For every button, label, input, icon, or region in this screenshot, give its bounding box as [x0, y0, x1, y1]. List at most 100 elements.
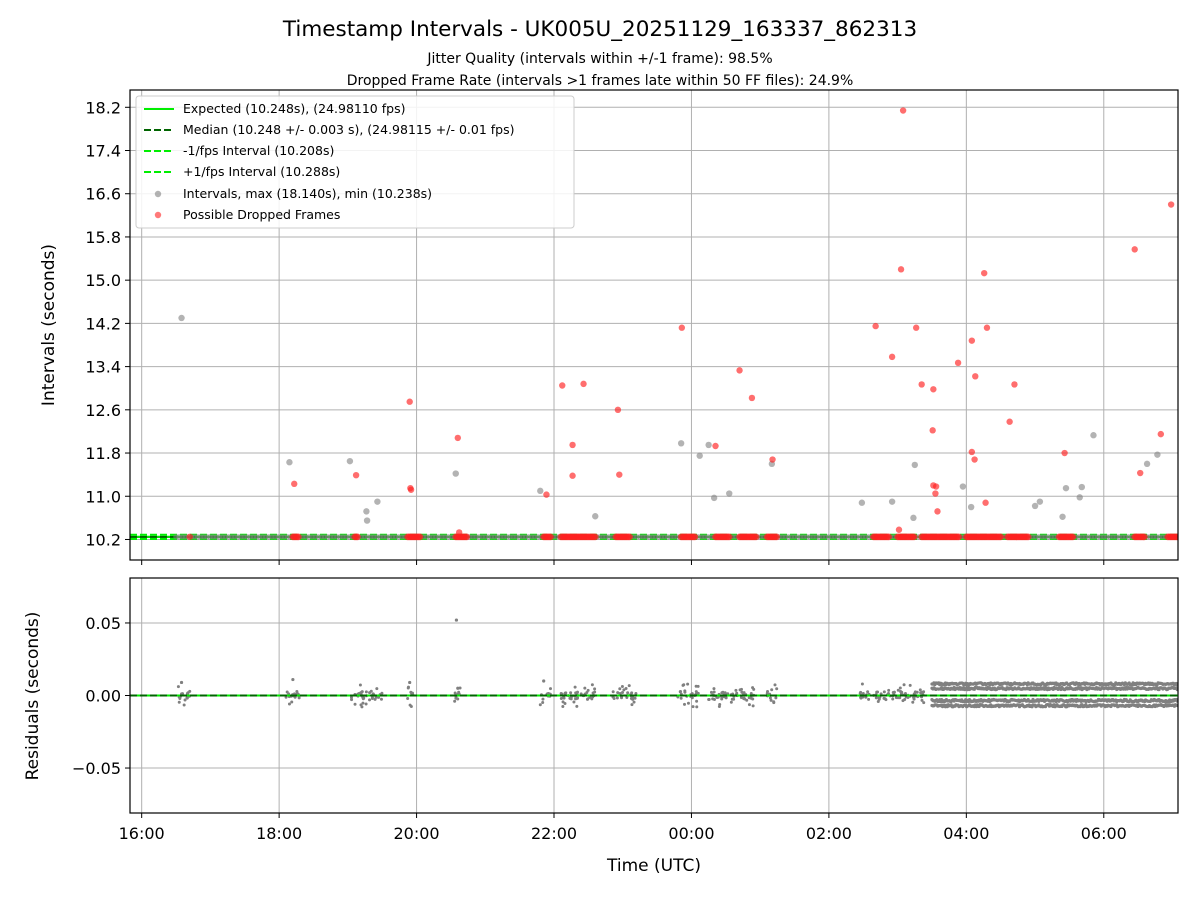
residual-point — [297, 696, 301, 700]
dropped-frame-point — [930, 386, 937, 393]
residual-point — [615, 696, 619, 700]
dropped-frame-point — [736, 367, 743, 374]
residual-point — [891, 697, 895, 701]
legend-marker-dropped — [154, 211, 162, 219]
residual-point — [770, 688, 774, 692]
residual-point — [922, 701, 926, 705]
chart-subtitle-jitter: Jitter Quality (intervals within +/-1 fr… — [426, 51, 772, 67]
dropped-frame-point — [1006, 418, 1013, 425]
chart-subtitle-dropped: Dropped Frame Rate (intervals >1 frames … — [347, 73, 854, 89]
dropped-frame-point — [934, 508, 941, 515]
residual-point — [694, 684, 698, 688]
interval-point — [967, 503, 975, 511]
y-tick-label: 13.4 — [85, 358, 121, 377]
residual-point — [361, 701, 365, 705]
x-axis-label: Time (UTC) — [606, 856, 701, 876]
residual-point — [732, 697, 736, 701]
residual-point — [562, 696, 566, 700]
residual-point — [721, 690, 725, 694]
bottom-x-ticks: 16:00 18:00 20:00 22:00 00:00 02:00 04:00 06:00 — [119, 813, 1127, 843]
dropped-frame-point — [968, 337, 976, 344]
dropped-frame-point — [910, 533, 918, 541]
interval-point — [726, 490, 733, 497]
residual-point — [632, 700, 636, 704]
dropped-frame-point — [954, 359, 962, 367]
residual-point — [774, 696, 778, 700]
y-tick-label: 15.8 — [85, 228, 121, 247]
residual-point — [588, 695, 592, 699]
residual-point — [876, 690, 880, 694]
residual-point — [891, 691, 895, 695]
interval-point — [1062, 484, 1070, 492]
residual-point — [899, 690, 903, 694]
residual-point — [739, 696, 743, 700]
residual-point — [712, 690, 716, 694]
residual-point — [882, 690, 886, 694]
residual-point — [908, 683, 912, 687]
residual-point — [411, 691, 415, 695]
dropped-frame-point — [918, 381, 925, 388]
y-tick-label: 15.0 — [85, 271, 121, 290]
legend-dropped: Possible Dropped Frames — [183, 207, 340, 222]
interval-point — [1076, 494, 1083, 501]
residual-point — [775, 687, 779, 691]
residual-point — [883, 697, 887, 701]
y-tick-label: 10.2 — [85, 530, 121, 549]
dropped-frame-point — [968, 448, 976, 456]
residual-point — [630, 703, 634, 707]
residual-point — [353, 702, 357, 706]
residual-point — [453, 691, 457, 695]
residual-point — [691, 705, 695, 709]
y-tick-label: −0.05 — [72, 759, 121, 778]
dropped-frame-point — [591, 533, 599, 541]
residual-point — [585, 690, 589, 694]
top-grid — [130, 90, 1178, 560]
residual-point — [866, 690, 870, 694]
y-tick-label: 0.00 — [85, 687, 121, 706]
residual-point — [368, 698, 372, 702]
interval-point — [1090, 432, 1097, 439]
dropped-frame-point — [932, 483, 940, 490]
residual-point — [569, 691, 573, 695]
residual-point — [572, 700, 576, 704]
interval-point — [1036, 498, 1044, 505]
residual-point — [620, 684, 624, 688]
residual-point — [683, 689, 687, 693]
residual-point — [542, 679, 546, 683]
residual-point — [860, 682, 864, 686]
residual-point — [541, 701, 545, 705]
residual-point — [742, 691, 746, 695]
interval-point — [178, 314, 185, 322]
y-tick-label: 11.8 — [85, 444, 121, 463]
residual-point — [679, 696, 683, 700]
residual-point — [593, 687, 597, 691]
interval-point — [286, 459, 293, 466]
residual-point — [561, 705, 565, 709]
legend-minus-fps: -1/fps Interval (10.208s) — [183, 143, 334, 158]
residual-point — [679, 689, 683, 693]
dropped-frame-point — [897, 266, 905, 273]
residual-point — [626, 691, 630, 695]
residual-point — [538, 703, 542, 707]
dropped-frame-point — [899, 107, 907, 114]
interval-point — [677, 440, 685, 447]
legend-intervals: Intervals, max (18.140s), min (10.238s) — [183, 186, 432, 201]
residual-point — [751, 704, 755, 708]
residual-point — [773, 683, 777, 687]
residual-point — [898, 686, 902, 690]
residual-point — [349, 695, 353, 699]
residual-point — [179, 680, 184, 685]
residual-point — [561, 700, 565, 704]
bottom-y-ticks: 0.05 0.00 −0.05 — [72, 614, 130, 778]
residual-point — [896, 688, 900, 692]
interval-point — [346, 457, 354, 465]
residual-point — [370, 695, 374, 699]
residual-point — [686, 682, 690, 686]
residual-point — [712, 697, 716, 701]
interval-point — [374, 498, 381, 505]
legend-median: Median (10.248 +/- 0.003 s), (24.98115 +… — [183, 122, 514, 137]
interval-point — [696, 452, 703, 459]
residual-point — [720, 697, 724, 701]
legend-box — [135, 95, 575, 229]
